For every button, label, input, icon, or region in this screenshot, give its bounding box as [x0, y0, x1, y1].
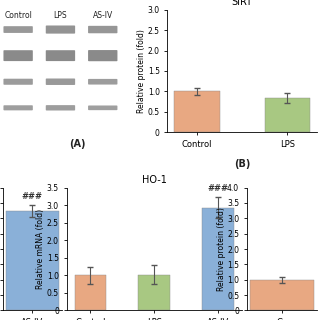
Bar — [202, 208, 234, 310]
Text: ###: ### — [207, 184, 228, 193]
Bar — [250, 280, 314, 310]
Text: (A): (A) — [70, 139, 86, 148]
Text: AS-IV: AS-IV — [92, 11, 113, 20]
Bar — [138, 275, 170, 310]
Text: ###: ### — [22, 192, 43, 201]
Text: LPS: LPS — [54, 11, 67, 20]
FancyBboxPatch shape — [4, 26, 33, 33]
FancyBboxPatch shape — [46, 26, 75, 34]
Bar — [174, 92, 220, 132]
Text: (B): (B) — [234, 159, 250, 169]
FancyBboxPatch shape — [4, 79, 33, 85]
FancyBboxPatch shape — [46, 105, 75, 110]
Bar — [265, 98, 310, 132]
Bar — [6, 211, 59, 310]
Text: Control: Control — [4, 11, 32, 20]
FancyBboxPatch shape — [4, 50, 33, 61]
Y-axis label: Relative mRNA (fold): Relative mRNA (fold) — [36, 209, 45, 289]
FancyBboxPatch shape — [46, 50, 75, 61]
FancyBboxPatch shape — [88, 106, 117, 110]
Title: HO-1: HO-1 — [142, 175, 167, 186]
Bar — [75, 275, 107, 310]
FancyBboxPatch shape — [88, 26, 117, 33]
Y-axis label: Relative protein (fold): Relative protein (fold) — [217, 207, 226, 291]
FancyBboxPatch shape — [88, 79, 117, 84]
FancyBboxPatch shape — [46, 78, 75, 85]
FancyBboxPatch shape — [4, 105, 33, 110]
Y-axis label: Relative protein (fold): Relative protein (fold) — [137, 29, 146, 113]
Title: SIRT: SIRT — [232, 0, 252, 7]
FancyBboxPatch shape — [88, 50, 117, 61]
